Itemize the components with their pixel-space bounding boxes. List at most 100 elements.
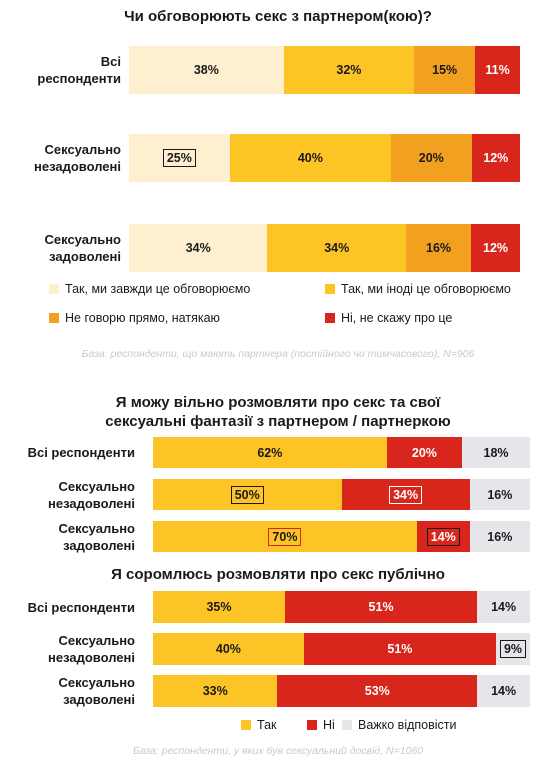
row-label: Всі респонденти bbox=[0, 444, 135, 461]
chart1-note: База: респонденти, що мають партнера (по… bbox=[81, 348, 475, 360]
row-label-line: Сексуально bbox=[44, 142, 121, 157]
legend-item: Так, ми завжди це обговорюємо bbox=[49, 282, 250, 296]
segment-value-label: 70% bbox=[268, 527, 302, 546]
segment-value-label: 35% bbox=[206, 600, 232, 614]
row-label: Сексуально незадоволені bbox=[0, 478, 135, 512]
stacked-bar: 33% 53% 14% bbox=[153, 675, 530, 707]
bar-segment-hint: 20% bbox=[391, 134, 472, 182]
bar-segment-sometimes: 40% bbox=[229, 134, 391, 182]
legend-item: Важко відповісти bbox=[342, 718, 457, 732]
segment-value-label: 12% bbox=[483, 151, 509, 165]
legend-label: Так, ми завжди це обговорюємо bbox=[65, 282, 251, 296]
legend-item: Ні bbox=[307, 718, 335, 732]
row-label-line: респонденти bbox=[37, 71, 121, 86]
segment-value-label: 15% bbox=[432, 63, 458, 77]
row-label: Всі респонденти bbox=[0, 599, 135, 616]
stacked-bar: 35% 51% 14% bbox=[153, 591, 530, 623]
row-label-line: Сексуально bbox=[58, 675, 135, 690]
legend-swatch bbox=[325, 284, 335, 294]
legend-item: Ні, не скажу про це bbox=[325, 311, 452, 325]
row-label-line: задоволені bbox=[63, 537, 135, 553]
legend-swatch bbox=[342, 720, 352, 730]
segment-value-label: 11% bbox=[485, 63, 510, 77]
legend-label: Ні, не скажу про це bbox=[341, 311, 453, 325]
legend-swatch bbox=[325, 313, 335, 323]
bar-segment-sometimes: 70% bbox=[153, 521, 417, 552]
chart2-title: Я можу вільно розмовляти про секс та сво… bbox=[0, 393, 556, 431]
segment-value-label: 14% bbox=[426, 527, 460, 546]
row-label: Всі респонденти bbox=[0, 53, 121, 87]
legend-label: Так bbox=[257, 718, 277, 732]
segment-value-label: 25% bbox=[162, 149, 196, 167]
row-label: Сексуально задоволені bbox=[0, 231, 121, 265]
segment-value-label: 51% bbox=[387, 642, 413, 656]
segment-value-label: 14% bbox=[491, 600, 517, 614]
bar-segment-hint: 15% bbox=[414, 46, 476, 94]
stacked-bar: 50% 34% 16% bbox=[153, 479, 530, 510]
row-label-line: Сексуально bbox=[58, 633, 135, 648]
segment-value-label: 9% bbox=[499, 640, 527, 658]
bar-segment-no: 53% bbox=[277, 675, 478, 707]
bar-segment-sometimes: 34% bbox=[267, 224, 406, 272]
bar-segment-always: 25% bbox=[129, 134, 230, 182]
chart3-note: База: респонденти, у яких був сексуальни… bbox=[132, 745, 424, 757]
legend-swatch bbox=[307, 720, 317, 730]
bar-segment-no: 51% bbox=[284, 591, 478, 623]
legend-label: Так, ми іноді це обговорюємо bbox=[341, 282, 511, 296]
row-label-line: Сексуально bbox=[58, 478, 135, 494]
legend-label: Важко відповісти bbox=[358, 718, 457, 732]
bar-segment-no: 20% bbox=[386, 437, 463, 468]
bar-segment-hard: 18% bbox=[462, 437, 530, 468]
bar-segment-no: 51% bbox=[303, 633, 497, 665]
row-label-line: Всі респонденти bbox=[27, 445, 135, 460]
row-label-line: Всі bbox=[100, 54, 121, 69]
row-label: Сексуально задоволені bbox=[0, 520, 135, 554]
stacked-bar: 40% 51% 9% bbox=[153, 633, 530, 665]
segment-value-label: 34% bbox=[324, 241, 350, 255]
bar-segment-always: 34% bbox=[129, 224, 268, 272]
segment-value-label: 16% bbox=[487, 529, 513, 544]
stacked-bar: 38% 32% 15% 11% bbox=[129, 46, 520, 94]
bar-segment-sometimes: 62% bbox=[153, 437, 387, 468]
segment-value-label: 33% bbox=[202, 684, 228, 698]
bar-segment-hard: 14% bbox=[477, 675, 530, 707]
segment-value-label: 40% bbox=[297, 151, 323, 165]
chart2-title-line2: сексуальні фантазії з партнером / партне… bbox=[105, 413, 451, 430]
segment-value-label: 14% bbox=[491, 684, 517, 698]
row-label-line: незадоволені bbox=[47, 650, 135, 665]
bar-segment-sometimes: 35% bbox=[153, 591, 285, 623]
row-label-line: задоволені bbox=[63, 692, 135, 707]
legend-label: Ні bbox=[323, 718, 335, 732]
segment-value-label: 34% bbox=[389, 485, 423, 504]
bar-segment-sometimes: 32% bbox=[283, 46, 415, 94]
row-label-line: незадоволені bbox=[33, 159, 121, 174]
stacked-bar: 62% 20% 18% bbox=[153, 437, 530, 468]
legend-swatch bbox=[49, 313, 59, 323]
row-label-line: Сексуально bbox=[58, 520, 135, 536]
row-label-line: задоволені bbox=[49, 249, 121, 264]
segment-value-label: 62% bbox=[257, 445, 283, 460]
segment-value-label: 50% bbox=[230, 485, 264, 504]
bar-segment-no: 34% bbox=[341, 479, 470, 510]
legend-item: Так bbox=[241, 718, 277, 732]
legend-swatch bbox=[49, 284, 59, 294]
segment-value-label: 20% bbox=[418, 151, 444, 165]
bar-segment-hard: 16% bbox=[469, 479, 530, 510]
row-label-line: незадоволені bbox=[47, 495, 135, 511]
bar-segment-sometimes: 40% bbox=[153, 633, 304, 665]
bar-segment-always: 38% bbox=[129, 46, 284, 94]
segment-value-label: 38% bbox=[193, 63, 219, 77]
segment-value-label: 51% bbox=[368, 600, 394, 614]
segment-value-label: 12% bbox=[483, 241, 509, 255]
legend-item: Не говорю прямо, натякаю bbox=[49, 311, 220, 325]
row-label: Сексуально незадоволені bbox=[0, 141, 121, 175]
row-label: Сексуально незадоволені bbox=[0, 632, 135, 666]
bar-segment-hard: 14% bbox=[477, 591, 530, 623]
chart3-title: Я соромлюсь розмовляти про секс публічно bbox=[111, 566, 445, 583]
row-label-line: Всі респонденти bbox=[27, 599, 135, 615]
legend-swatch bbox=[241, 720, 251, 730]
bar-segment-hint: 16% bbox=[405, 224, 472, 272]
segment-value-label: 16% bbox=[487, 487, 513, 502]
segment-value-label: 40% bbox=[215, 642, 241, 656]
bar-segment-sometimes: 50% bbox=[153, 479, 342, 510]
